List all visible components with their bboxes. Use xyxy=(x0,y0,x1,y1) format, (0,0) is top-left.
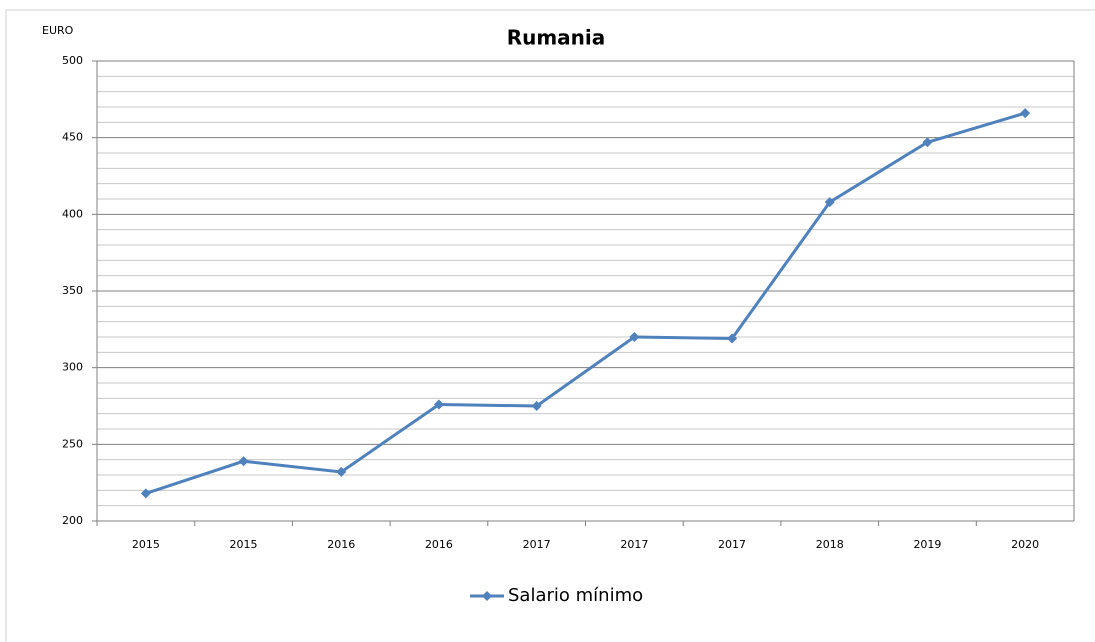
marker xyxy=(1020,108,1031,119)
legend-label: Salario mínimo xyxy=(508,585,643,606)
marker xyxy=(433,399,444,410)
marker xyxy=(531,401,542,411)
y-tick-label: 300 xyxy=(62,361,83,374)
y-tick-label: 200 xyxy=(62,514,83,527)
marker xyxy=(336,466,347,477)
y-tick-label: 400 xyxy=(62,207,83,220)
y-axis-label: EURO xyxy=(42,24,74,37)
x-tick-label: 2016 xyxy=(327,538,355,551)
marker xyxy=(824,197,835,208)
y-tick-label: 350 xyxy=(62,284,83,297)
y-tick-label: 250 xyxy=(62,437,83,450)
x-tick-label: 2020 xyxy=(1011,538,1039,551)
legend-marker xyxy=(482,591,492,601)
x-tick-label: 2015 xyxy=(230,538,258,551)
x-tick-label: 2017 xyxy=(620,538,648,551)
marker xyxy=(922,137,933,148)
x-tick-label: 2018 xyxy=(816,538,844,551)
chart-title: Rumania xyxy=(507,26,606,50)
marker xyxy=(238,456,249,467)
x-tick-label: 2017 xyxy=(523,538,551,551)
y-tick-label: 500 xyxy=(62,54,83,67)
series-line xyxy=(145,111,1026,495)
marker xyxy=(140,488,151,499)
x-tick-label: 2017 xyxy=(718,538,746,551)
y-tick-label: 450 xyxy=(62,131,83,144)
marker xyxy=(727,333,738,344)
marker xyxy=(629,332,640,342)
chart-frame xyxy=(5,9,1095,642)
x-tick-label: 2015 xyxy=(132,538,160,551)
x-tick-label: 2019 xyxy=(913,538,941,551)
x-tick-label: 2016 xyxy=(425,538,453,551)
